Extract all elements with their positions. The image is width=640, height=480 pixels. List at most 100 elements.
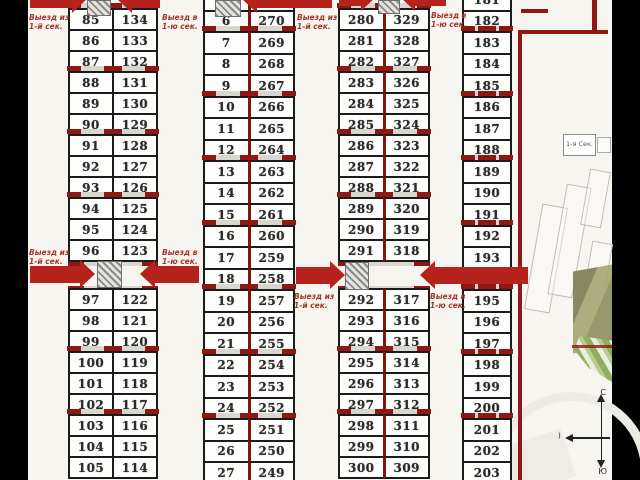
parking-space-cell[interactable]: 13 <box>203 160 250 184</box>
parking-space-cell[interactable]: 262 <box>247 181 295 205</box>
parking-space-cell[interactable]: 23 <box>203 375 250 399</box>
parking-space-cell[interactable]: 249 <box>247 461 295 480</box>
parking-space-cell[interactable]: 287 <box>338 155 385 178</box>
parking-space-cell[interactable]: 119 <box>112 351 158 374</box>
parking-space-cell[interactable]: 256 <box>247 310 295 334</box>
parking-space-cell[interactable]: 317 <box>382 288 430 311</box>
parking-space-cell[interactable]: 201 <box>462 418 512 442</box>
parking-space-cell[interactable]: 199 <box>462 375 512 399</box>
parking-space-cell[interactable]: 8 <box>203 52 250 76</box>
parking-space-cell[interactable]: 98 <box>68 309 114 332</box>
parking-space-cell[interactable]: 291 <box>338 239 385 262</box>
parking-space-cell[interactable]: 263 <box>247 160 295 184</box>
parking-space-cell[interactable]: 134 <box>112 8 158 31</box>
parking-space-cell[interactable]: 259 <box>247 246 295 270</box>
parking-space-cell[interactable]: 298 <box>338 414 385 437</box>
parking-space-cell[interactable]: 320 <box>382 197 430 220</box>
parking-space-cell[interactable]: 86 <box>68 29 114 52</box>
parking-space-cell[interactable]: 115 <box>112 435 158 458</box>
parking-space-cell[interactable]: 309 <box>382 456 430 479</box>
parking-space-cell[interactable]: 192 <box>462 224 512 248</box>
parking-space-cell[interactable]: 190 <box>462 181 512 205</box>
parking-space-cell[interactable]: 250 <box>247 439 295 463</box>
parking-space-cell[interactable]: 101 <box>68 372 114 395</box>
parking-space-cell[interactable]: 91 <box>68 134 114 157</box>
parking-space-cell[interactable]: 94 <box>68 197 114 220</box>
parking-space-cell[interactable]: 251 <box>247 418 295 442</box>
parking-space-cell[interactable]: 296 <box>338 372 385 395</box>
parking-space-cell[interactable]: 318 <box>382 239 430 262</box>
parking-space-cell[interactable]: 128 <box>112 134 158 157</box>
parking-space-cell[interactable]: 265 <box>247 117 295 141</box>
parking-space-cell[interactable]: 89 <box>68 92 114 115</box>
parking-space-cell[interactable]: 325 <box>382 92 430 115</box>
parking-space-cell[interactable]: 7 <box>203 31 250 55</box>
parking-space-cell[interactable]: 310 <box>382 435 430 458</box>
parking-space-cell[interactable]: 193 <box>462 246 512 270</box>
parking-space-cell[interactable]: 289 <box>338 197 385 220</box>
parking-space-cell[interactable]: 14 <box>203 181 250 205</box>
parking-space-cell[interactable]: 198 <box>462 353 512 377</box>
parking-space-cell[interactable]: 183 <box>462 31 512 55</box>
parking-space-cell[interactable]: 122 <box>112 288 158 311</box>
parking-space-cell[interactable]: 27 <box>203 461 250 480</box>
parking-space-cell[interactable]: 95 <box>68 218 114 241</box>
parking-space-cell[interactable]: 254 <box>247 353 295 377</box>
parking-space-cell[interactable]: 96 <box>68 239 114 262</box>
parking-space-cell[interactable]: 322 <box>382 155 430 178</box>
parking-space-cell[interactable]: 189 <box>462 160 512 184</box>
parking-space-cell[interactable]: 266 <box>247 95 295 119</box>
parking-space-cell[interactable]: 286 <box>338 134 385 157</box>
parking-space-cell[interactable]: 284 <box>338 92 385 115</box>
parking-space-cell[interactable]: 25 <box>203 418 250 442</box>
parking-space-cell[interactable]: 121 <box>112 309 158 332</box>
parking-space-cell[interactable]: 257 <box>247 289 295 313</box>
parking-space-cell[interactable]: 130 <box>112 92 158 115</box>
parking-space-cell[interactable]: 260 <box>247 224 295 248</box>
parking-space-cell[interactable]: 202 <box>462 439 512 463</box>
parking-space-cell[interactable]: 17 <box>203 246 250 270</box>
parking-space-cell[interactable]: 105 <box>68 456 114 479</box>
parking-space-cell[interactable]: 10 <box>203 95 250 119</box>
parking-space-cell[interactable]: 131 <box>112 71 158 94</box>
parking-space-cell[interactable]: 97 <box>68 288 114 311</box>
parking-space-cell[interactable]: 203 <box>462 461 512 480</box>
parking-space-cell[interactable]: 316 <box>382 309 430 332</box>
parking-space-cell[interactable]: 195 <box>462 289 512 313</box>
parking-space-cell[interactable]: 323 <box>382 134 430 157</box>
parking-space-cell[interactable]: 300 <box>338 456 385 479</box>
parking-space-cell[interactable]: 20 <box>203 310 250 334</box>
parking-space-cell[interactable]: 104 <box>68 435 114 458</box>
parking-space-cell[interactable]: 186 <box>462 95 512 119</box>
parking-space-cell[interactable]: 311 <box>382 414 430 437</box>
parking-space-cell[interactable]: 268 <box>247 52 295 76</box>
parking-space-cell[interactable]: 292 <box>338 288 385 311</box>
parking-space-cell[interactable]: 313 <box>382 372 430 395</box>
parking-space-cell[interactable]: 92 <box>68 155 114 178</box>
parking-space-cell[interactable]: 133 <box>112 29 158 52</box>
parking-space-cell[interactable]: 253 <box>247 375 295 399</box>
parking-space-cell[interactable]: 103 <box>68 414 114 437</box>
parking-space-cell[interactable]: 22 <box>203 353 250 377</box>
parking-space-cell[interactable]: 196 <box>462 310 512 334</box>
parking-space-cell[interactable]: 116 <box>112 414 158 437</box>
parking-space-cell[interactable]: 118 <box>112 372 158 395</box>
parking-space-cell[interactable]: 16 <box>203 224 250 248</box>
parking-space-cell[interactable]: 319 <box>382 218 430 241</box>
parking-space-cell[interactable]: 11 <box>203 117 250 141</box>
parking-space-cell[interactable]: 314 <box>382 351 430 374</box>
parking-space-cell[interactable]: 114 <box>112 456 158 479</box>
parking-space-cell[interactable]: 269 <box>247 31 295 55</box>
parking-space-cell[interactable]: 290 <box>338 218 385 241</box>
parking-space-cell[interactable]: 328 <box>382 29 430 52</box>
parking-space-cell[interactable]: 26 <box>203 439 250 463</box>
parking-space-cell[interactable]: 283 <box>338 71 385 94</box>
parking-space-cell[interactable]: 127 <box>112 155 158 178</box>
parking-space-cell[interactable]: 19 <box>203 289 250 313</box>
parking-space-cell[interactable]: 326 <box>382 71 430 94</box>
parking-space-cell[interactable]: 100 <box>68 351 114 374</box>
parking-space-cell[interactable]: 184 <box>462 52 512 76</box>
parking-space-cell[interactable]: 88 <box>68 71 114 94</box>
parking-space-cell[interactable]: 187 <box>462 117 512 141</box>
parking-space-cell[interactable]: 281 <box>338 29 385 52</box>
